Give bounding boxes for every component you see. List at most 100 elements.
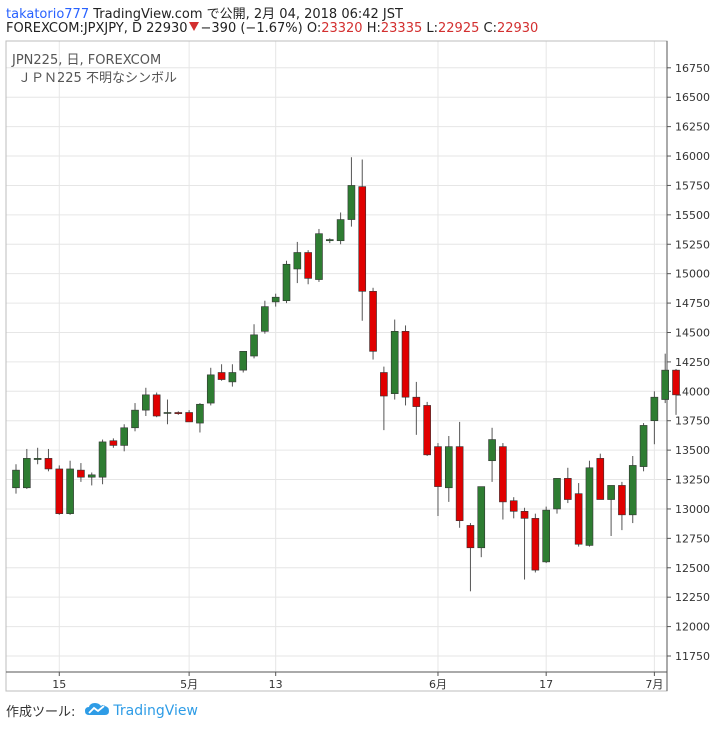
y-tick-label: 15000 <box>675 268 710 281</box>
candle[interactable] <box>250 324 258 359</box>
tradingview-link[interactable]: TradingView <box>113 702 198 719</box>
candle-body-up <box>336 219 345 242</box>
candle[interactable] <box>434 443 442 517</box>
candle[interactable] <box>618 481 626 531</box>
tradingview-cloud-icon[interactable] <box>85 702 110 720</box>
y-tick-label: 13000 <box>675 503 710 516</box>
candle[interactable] <box>672 368 680 415</box>
candle[interactable] <box>628 456 637 524</box>
candle[interactable] <box>444 436 453 502</box>
candle[interactable] <box>358 159 367 321</box>
candle[interactable] <box>520 507 529 580</box>
candle[interactable] <box>455 421 464 528</box>
candle[interactable] <box>596 453 605 500</box>
candle-body-down <box>434 446 442 487</box>
ohlc-line: FOREXCOM:JPXJPY, D 22930 −390 (−1.67%) O:… <box>6 21 706 36</box>
candle[interactable] <box>412 381 421 435</box>
candle[interactable] <box>477 486 486 558</box>
candle[interactable] <box>401 325 410 406</box>
y-tick-label: 12750 <box>675 532 710 545</box>
candle-body-up <box>33 458 42 460</box>
candle[interactable] <box>304 250 312 285</box>
candle[interactable] <box>217 364 226 381</box>
candle-body-up <box>650 396 659 422</box>
candle[interactable] <box>542 506 550 564</box>
candle[interactable] <box>239 351 248 373</box>
candle-body-down <box>423 405 431 456</box>
candle[interactable] <box>607 485 615 537</box>
candle[interactable] <box>466 523 475 592</box>
candle[interactable] <box>109 438 118 448</box>
candle[interactable] <box>325 238 334 244</box>
candle[interactable] <box>163 399 172 425</box>
candle[interactable] <box>23 448 31 489</box>
candle[interactable] <box>661 353 670 404</box>
candle[interactable] <box>44 448 53 472</box>
candle-body-down <box>109 440 118 446</box>
candle[interactable] <box>531 513 540 573</box>
candlestick-series <box>12 157 680 592</box>
candle-body-up <box>639 425 648 467</box>
candle[interactable] <box>33 447 42 465</box>
candle-body-down <box>564 478 572 500</box>
y-tick-label: 13500 <box>675 444 710 457</box>
candle[interactable] <box>185 410 193 423</box>
candle-body-up <box>12 469 20 489</box>
candle[interactable] <box>77 463 85 482</box>
candle[interactable] <box>347 157 356 227</box>
y-tick-label: 14750 <box>675 297 710 310</box>
candle[interactable] <box>585 460 594 547</box>
y-tick-label: 15250 <box>675 238 710 251</box>
candle[interactable] <box>499 443 507 520</box>
y-tick-label: 11750 <box>675 650 710 663</box>
last-price: 22930 <box>146 21 188 36</box>
candle[interactable] <box>152 392 161 418</box>
low-value: 22925 <box>438 21 480 36</box>
candle[interactable] <box>98 439 107 485</box>
candle[interactable] <box>509 497 518 519</box>
candle[interactable] <box>206 367 215 406</box>
candle[interactable] <box>390 319 399 400</box>
candle[interactable] <box>131 403 139 432</box>
candle-body-down <box>77 469 85 478</box>
y-tick-label: 15750 <box>675 179 710 192</box>
candle[interactable] <box>261 300 269 334</box>
price-change: −390 (−1.67%) <box>200 21 303 36</box>
candle[interactable] <box>564 467 572 504</box>
candle-body-up <box>250 334 258 357</box>
candle-body-down <box>574 493 583 545</box>
candle[interactable] <box>174 411 183 415</box>
candle[interactable] <box>87 472 96 486</box>
candle[interactable] <box>639 423 648 472</box>
candle[interactable] <box>196 403 204 433</box>
candle[interactable] <box>574 483 583 547</box>
candle[interactable] <box>315 228 323 282</box>
candle[interactable] <box>369 287 377 360</box>
candle[interactable] <box>553 478 561 514</box>
candle-body-up <box>542 509 550 563</box>
candle-body-up <box>120 427 128 446</box>
candle[interactable] <box>66 460 74 515</box>
candle-body-up <box>607 485 615 500</box>
author-link[interactable]: takatorio777 <box>6 7 90 22</box>
candle[interactable] <box>282 260 291 304</box>
candle[interactable] <box>228 364 237 387</box>
candle[interactable] <box>650 391 659 445</box>
candle[interactable] <box>488 427 496 482</box>
candle-body-up <box>293 252 302 270</box>
candle[interactable] <box>142 387 150 417</box>
y-tick-label: 16000 <box>675 150 710 163</box>
candle-body-down <box>509 500 518 512</box>
candle[interactable] <box>293 241 302 284</box>
candle[interactable] <box>120 424 128 452</box>
candle[interactable] <box>55 465 64 515</box>
candle[interactable] <box>380 366 388 431</box>
candle[interactable] <box>336 212 345 245</box>
candle[interactable] <box>12 464 20 494</box>
candle[interactable] <box>423 401 431 457</box>
close-value: 22930 <box>496 21 539 36</box>
y-tick-label: 12000 <box>675 621 710 634</box>
candle[interactable] <box>271 293 280 307</box>
y-tick-label: 16250 <box>675 121 710 134</box>
